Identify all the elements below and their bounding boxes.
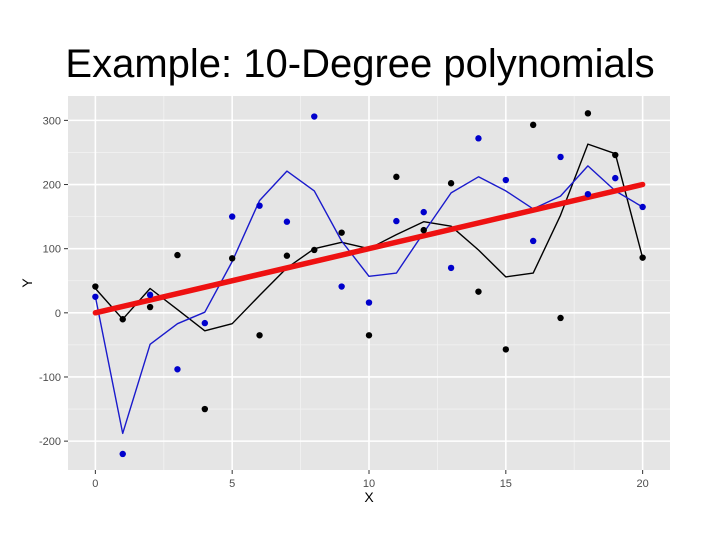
x-tick-label: 5 (229, 478, 235, 490)
y-tick-label: -100 (39, 372, 61, 384)
x-axis-title: X (364, 489, 374, 505)
y-tick-label: -200 (39, 436, 61, 448)
data-point (92, 293, 99, 300)
data-point (529, 121, 537, 129)
data-point (256, 332, 263, 339)
data-point (393, 173, 400, 181)
data-point (92, 283, 99, 290)
data-series (92, 110, 646, 458)
slide-title: Example: 10-Degree polynomials (65, 42, 655, 86)
data-point (283, 252, 291, 259)
data-point (174, 366, 181, 373)
x-tick-label: 0 (92, 478, 98, 490)
data-point (119, 316, 126, 323)
data-point (311, 113, 318, 120)
data-point (146, 303, 154, 311)
data-point (420, 226, 427, 234)
data-point (557, 153, 564, 161)
data-point (256, 202, 263, 209)
data-point (447, 264, 455, 272)
polynomial-fit-curve (94, 165, 644, 435)
axis-ticks: 0 5 10 15 20 -200 -100 0 100 200 300 (39, 115, 649, 490)
data-point (475, 288, 482, 295)
x-tick-label: 20 (637, 478, 649, 490)
data-point (365, 332, 373, 339)
data-point (228, 213, 236, 220)
data-point (119, 450, 126, 458)
data-point (639, 203, 646, 211)
data-point (146, 291, 154, 299)
data-point (612, 151, 619, 159)
y-axis-title: Y (19, 278, 35, 288)
data-point (365, 299, 373, 306)
data-point (529, 237, 537, 245)
y-tick-label: 100 (43, 244, 61, 256)
data-point (338, 229, 345, 236)
x-tick-label: 15 (500, 478, 512, 490)
data-point (475, 135, 482, 142)
data-point (502, 346, 510, 353)
data-point (201, 319, 209, 327)
data-point (174, 251, 181, 259)
data-point (393, 217, 400, 225)
data-point (502, 176, 510, 184)
linear-fit-line (92, 181, 646, 316)
data-point (557, 314, 564, 322)
data-point (420, 208, 427, 216)
y-tick-label: 300 (43, 115, 61, 127)
y-tick-label: 0 (55, 308, 61, 320)
data-point (584, 190, 592, 198)
data-point (447, 180, 455, 187)
data-point (338, 283, 345, 290)
x-tick-label: 10 (363, 478, 375, 490)
data-point (639, 254, 646, 261)
data-point (311, 246, 318, 254)
data-point (584, 110, 592, 117)
data-point (612, 174, 619, 182)
data-point (228, 255, 236, 262)
data-point (201, 405, 209, 413)
data-point (283, 218, 291, 225)
y-tick-label: 200 (43, 180, 61, 192)
